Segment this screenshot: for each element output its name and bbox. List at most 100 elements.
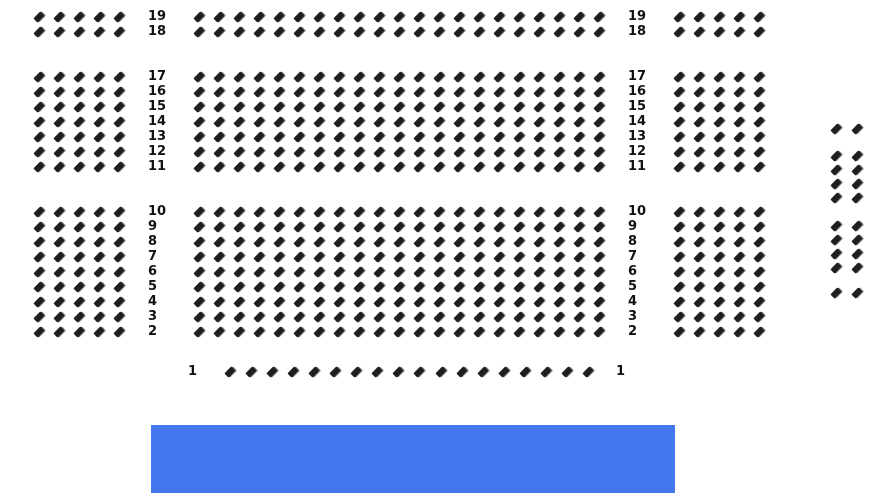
seat-row-16-center[interactable] xyxy=(473,86,485,98)
seat-row-5-center[interactable] xyxy=(373,281,385,293)
seat-row-9-left[interactable] xyxy=(113,221,125,233)
seat-row-8-right[interactable] xyxy=(753,236,765,248)
seat-row-16-center[interactable] xyxy=(533,86,545,98)
seat-row-18-left[interactable] xyxy=(113,26,125,38)
seat-row-7-center[interactable] xyxy=(193,251,205,263)
seat-row-11-center[interactable] xyxy=(393,161,405,173)
seat-row-12-left[interactable] xyxy=(113,146,125,158)
seat-row-12-right[interactable] xyxy=(673,146,685,158)
seat-row-14-left[interactable] xyxy=(113,116,125,128)
seat-row-11-left[interactable] xyxy=(73,161,85,173)
seat-row-18-center[interactable] xyxy=(433,26,445,38)
seat-row-17-center[interactable] xyxy=(433,71,445,83)
seat-row-7-center[interactable] xyxy=(573,251,585,263)
seat-row-3-center[interactable] xyxy=(393,311,405,323)
seat-row-1[interactable] xyxy=(434,366,447,378)
seat-row-2-center[interactable] xyxy=(193,326,205,338)
seat-row-3-right[interactable] xyxy=(673,311,685,323)
seat-row-4-center[interactable] xyxy=(393,296,405,308)
seat-row-1[interactable] xyxy=(245,366,257,378)
seat-row-2-center[interactable] xyxy=(233,326,245,338)
seat-row-6-left[interactable] xyxy=(53,266,65,278)
seat-row-12-center[interactable] xyxy=(573,146,585,158)
seat-row-15-center[interactable] xyxy=(453,101,465,113)
seat-row-5-center[interactable] xyxy=(233,281,245,293)
seat-row-7-center[interactable] xyxy=(333,251,345,263)
seat-row-14-center[interactable] xyxy=(273,116,285,128)
seat-row-6-center[interactable] xyxy=(313,266,325,278)
seat-row-16-center[interactable] xyxy=(353,86,365,98)
seat-row-15-center[interactable] xyxy=(433,101,445,113)
seat-row-14-center[interactable] xyxy=(233,116,245,128)
seat-row-13-right[interactable] xyxy=(673,131,685,143)
seat-row-8-center[interactable] xyxy=(373,236,385,248)
seat-row-10-center[interactable] xyxy=(193,206,205,218)
seat-row-16-center[interactable] xyxy=(573,86,585,98)
seat-row-11-center[interactable] xyxy=(413,161,425,173)
seat-row-14-left[interactable] xyxy=(33,116,45,128)
seat-row-16-right[interactable] xyxy=(753,86,765,98)
seat-row-17-center[interactable] xyxy=(333,71,345,83)
seat-row-13-right[interactable] xyxy=(733,131,745,143)
seat-row-19-center[interactable] xyxy=(273,11,285,23)
seat-row-4-center[interactable] xyxy=(333,296,345,308)
seat-row-4-right[interactable] xyxy=(713,296,725,308)
seat-row-13-center[interactable] xyxy=(313,131,325,143)
seat-row-7-center[interactable] xyxy=(433,251,445,263)
seat-row-19-center[interactable] xyxy=(333,11,345,23)
seat-row-17-right[interactable] xyxy=(673,71,685,83)
seat-row-6-center[interactable] xyxy=(413,266,425,278)
seat-row-5-center[interactable] xyxy=(193,281,205,293)
seat-row-15-center[interactable] xyxy=(213,101,225,113)
seat-row-16-center[interactable] xyxy=(493,86,505,98)
seat-row-9-center[interactable] xyxy=(213,221,225,233)
seat-row-7-center[interactable] xyxy=(453,251,465,263)
seat-row-2-right[interactable] xyxy=(713,326,725,338)
seat-row-1[interactable] xyxy=(287,366,299,378)
seat-row-2-center[interactable] xyxy=(593,326,605,338)
seat-row-16-right[interactable] xyxy=(713,86,725,98)
seat-row-19-right[interactable] xyxy=(693,11,705,23)
seat-row-5-right[interactable] xyxy=(733,281,745,293)
seat-row-9-center[interactable] xyxy=(493,221,505,233)
seat-row-8-center[interactable] xyxy=(393,236,405,248)
seat-row-17-center[interactable] xyxy=(273,71,285,83)
seat-row-4-center[interactable] xyxy=(453,296,465,308)
seat-row-2-center[interactable] xyxy=(253,326,265,338)
seat-row-9-center[interactable] xyxy=(313,221,325,233)
seat-row-16-center[interactable] xyxy=(293,86,305,98)
seat-row-10-center[interactable] xyxy=(593,206,605,218)
seat-row-7-center[interactable] xyxy=(473,251,485,263)
seat-row-19-center[interactable] xyxy=(353,11,365,23)
seat-row-13-center[interactable] xyxy=(393,131,405,143)
seat-row-2-left[interactable] xyxy=(113,326,125,338)
seat-row-3-center[interactable] xyxy=(213,311,225,323)
seat-row-2-center[interactable] xyxy=(393,326,405,338)
seat-row-18-center[interactable] xyxy=(273,26,285,38)
seat-row-16-left[interactable] xyxy=(73,86,85,98)
seat-row-18-center[interactable] xyxy=(533,26,545,38)
seat-row-9-center[interactable] xyxy=(333,221,345,233)
seat-row-9-center[interactable] xyxy=(273,221,285,233)
seat-row-3-center[interactable] xyxy=(333,311,345,323)
seat-row-5-center[interactable] xyxy=(573,281,585,293)
seat-row-11-center[interactable] xyxy=(193,161,205,173)
seat-row-9-right[interactable] xyxy=(673,221,685,233)
seat-row-1[interactable] xyxy=(371,366,384,378)
seat-row-17-center[interactable] xyxy=(313,71,325,83)
seat-side-box-3[interactable] xyxy=(851,220,863,232)
seat-row-2-center[interactable] xyxy=(513,326,525,338)
seat-row-4-center[interactable] xyxy=(433,296,445,308)
seat-row-18-center[interactable] xyxy=(213,26,225,38)
seat-row-7-center[interactable] xyxy=(273,251,285,263)
seat-row-3-left[interactable] xyxy=(113,311,125,323)
seat-row-10-center[interactable] xyxy=(293,206,305,218)
seat-row-2-left[interactable] xyxy=(73,326,85,338)
seat-row-13-center[interactable] xyxy=(273,131,285,143)
seat-row-11-center[interactable] xyxy=(293,161,305,173)
seat-row-11-center[interactable] xyxy=(333,161,345,173)
seat-row-12-center[interactable] xyxy=(553,146,565,158)
seat-row-11-right[interactable] xyxy=(753,161,765,173)
seat-row-3-right[interactable] xyxy=(713,311,725,323)
seat-row-13-center[interactable] xyxy=(553,131,565,143)
